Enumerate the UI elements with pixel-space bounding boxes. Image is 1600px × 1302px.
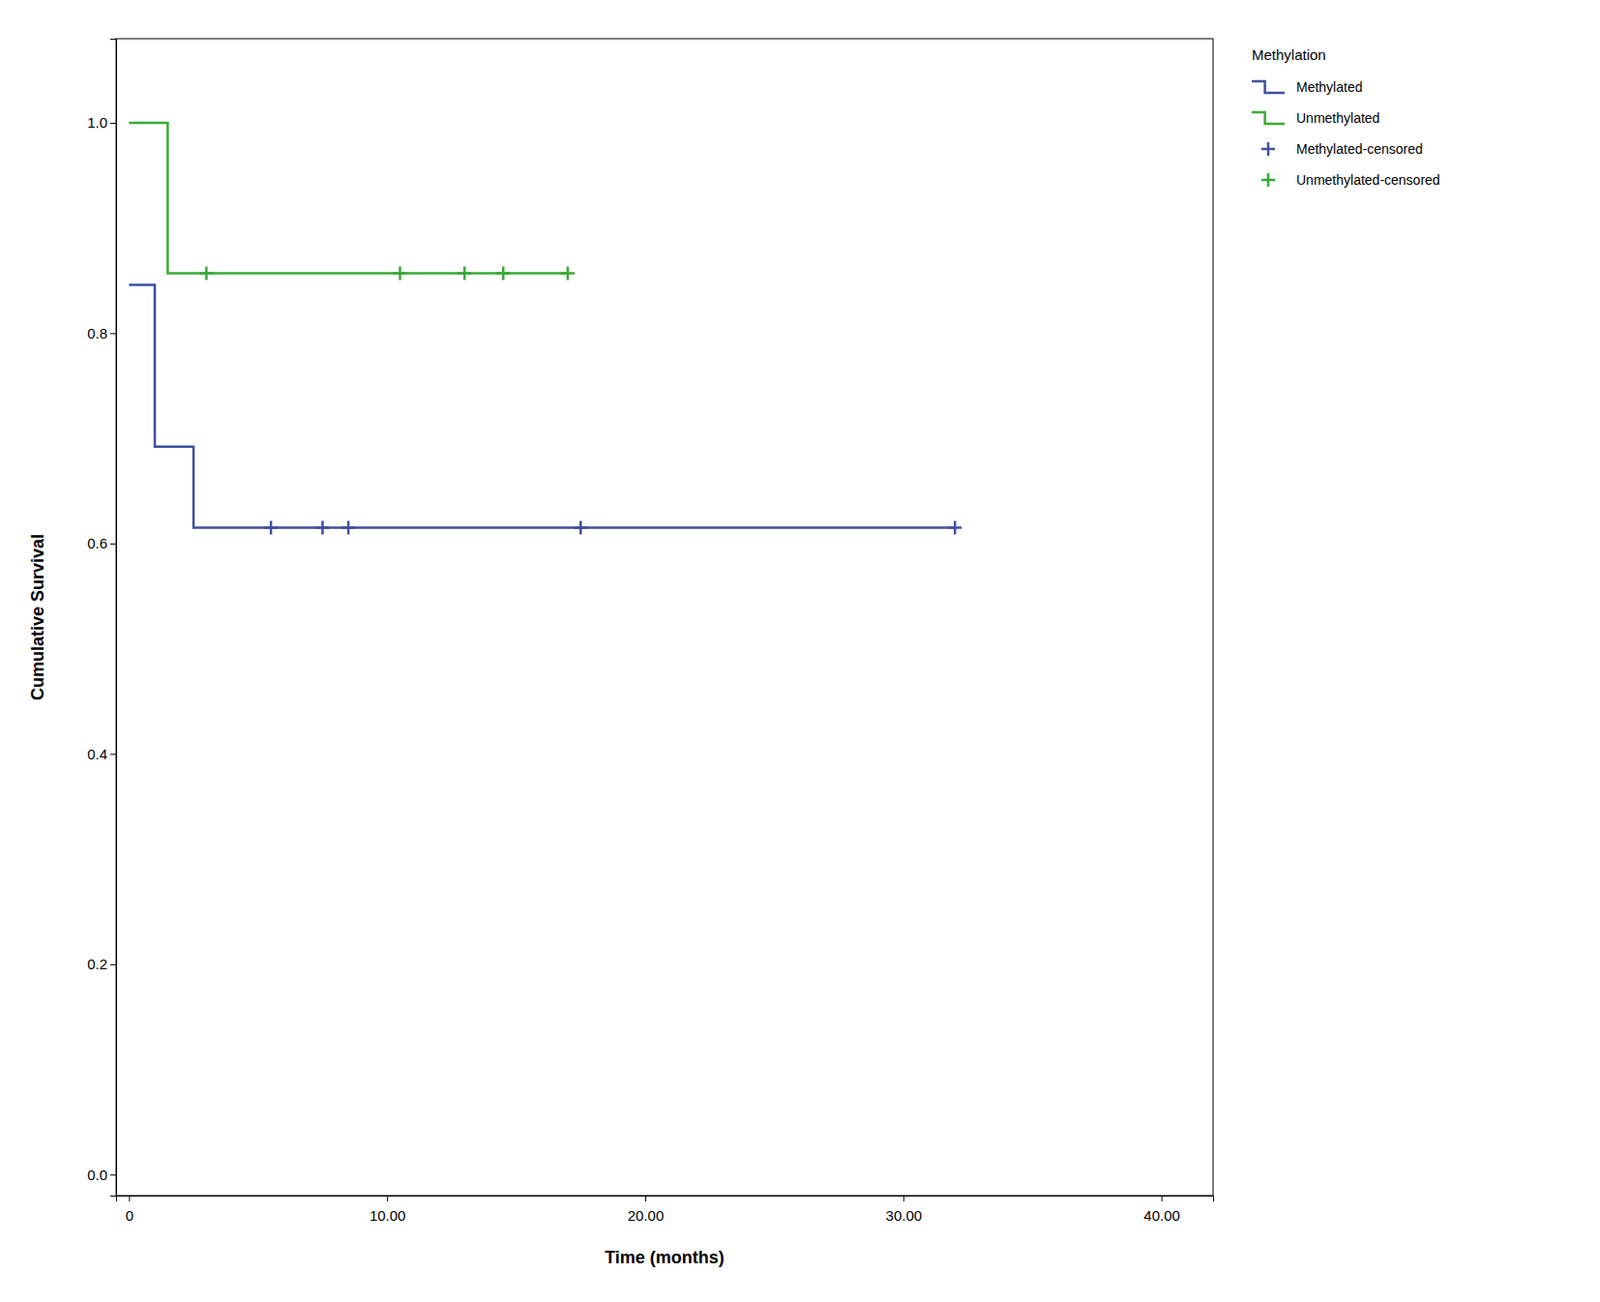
x-tick-mark <box>1161 1195 1163 1202</box>
legend-icon <box>1251 112 1285 124</box>
y-tick-label: 1.0 <box>87 114 108 131</box>
y-tick: 0.4 <box>87 745 117 763</box>
x-tick: 30.00 <box>886 1195 923 1224</box>
plot-frame <box>116 38 1214 1196</box>
y-tick: 1.0 <box>87 114 117 131</box>
survival-curve <box>128 284 955 528</box>
x-tick: 40.00 <box>1143 1195 1181 1224</box>
chart: 0 10.00 20.00 30.00 40.00 0.0 0.2 0.4 0.6 0.8 1.0 T… <box>0 0 1600 1302</box>
x-tick: 0 <box>125 1195 134 1224</box>
y-tick-mark <box>110 122 117 124</box>
censored-mark <box>393 266 408 280</box>
y-axis-title: Cumulative Survival <box>28 533 48 701</box>
y-tick-mark <box>110 543 117 545</box>
legend-title: Methylation <box>1251 46 1327 63</box>
x-tick-mark <box>645 1195 647 1202</box>
x-tick-label: 0 <box>125 1207 134 1224</box>
y-tick-label: 0.6 <box>87 534 108 552</box>
x-tick-label: 40.00 <box>1143 1207 1181 1224</box>
censored-mark <box>199 266 213 280</box>
x-tick-label: 10.00 <box>369 1207 407 1224</box>
censored-mark <box>457 266 472 280</box>
censored-mark <box>341 521 356 535</box>
y-tick-mark <box>110 332 117 334</box>
y-tick: 0.0 <box>87 1166 117 1184</box>
y-tick-mark <box>110 1174 117 1176</box>
legend-item: Unmethylated <box>1251 110 1380 126</box>
x-tick: 10.00 <box>369 1195 407 1224</box>
legend-item: Unmethylated-censored <box>1261 172 1441 188</box>
legend-item: Methylated <box>1251 79 1363 95</box>
x-tick-mark <box>386 1195 388 1202</box>
plot-area: 0 10.00 20.00 30.00 40.00 0.0 0.2 0.4 0.6 0.8 1.0 T… <box>28 38 1215 1268</box>
legend-label: Unmethylated-censored <box>1296 172 1441 188</box>
censored-mark <box>561 266 575 280</box>
marks <box>128 122 962 535</box>
x-axis-title: Time (months) <box>604 1247 725 1268</box>
censored-mark <box>264 521 278 535</box>
x-tick-label: 20.00 <box>627 1207 665 1224</box>
censored-mark <box>573 521 588 535</box>
x-tick: 20.00 <box>627 1195 665 1224</box>
legend-icon <box>1261 173 1275 187</box>
y-tick: 0.2 <box>87 955 117 973</box>
legend-label: Methylated-censored <box>1296 141 1423 157</box>
x-tick-mark <box>128 1195 130 1202</box>
legend-item: Methylated-censored <box>1261 141 1423 157</box>
y-axis: 0.0 0.2 0.4 0.6 0.8 1.0 <box>87 39 117 1197</box>
legend-label: Methylated <box>1296 79 1363 95</box>
survival-curve <box>128 122 568 273</box>
x-tick-mark <box>903 1195 905 1202</box>
x-axis-line <box>117 1196 1215 1203</box>
y-tick-label: 0.0 <box>87 1166 108 1184</box>
x-axis: 0 10.00 20.00 30.00 40.00 <box>117 1195 1215 1224</box>
y-tick: 0.8 <box>87 325 117 342</box>
legend-label: Unmethylated <box>1296 110 1380 126</box>
censored-mark <box>948 521 962 535</box>
legend-icon <box>1261 142 1275 156</box>
legend: Methylation Methylated Unmethylated Methyla… <box>1251 46 1441 188</box>
censored-mark <box>496 266 510 280</box>
y-axis-line <box>110 39 118 1197</box>
y-tick-label: 0.2 <box>87 955 108 973</box>
y-tick-label: 0.4 <box>87 745 108 763</box>
y-tick: 0.6 <box>87 534 117 552</box>
x-tick-label: 30.00 <box>886 1207 923 1224</box>
y-tick-label: 0.8 <box>87 325 108 342</box>
censored-mark <box>315 521 329 535</box>
y-tick-mark <box>110 753 117 755</box>
legend-icon <box>1251 81 1285 93</box>
y-tick-mark <box>110 964 117 966</box>
